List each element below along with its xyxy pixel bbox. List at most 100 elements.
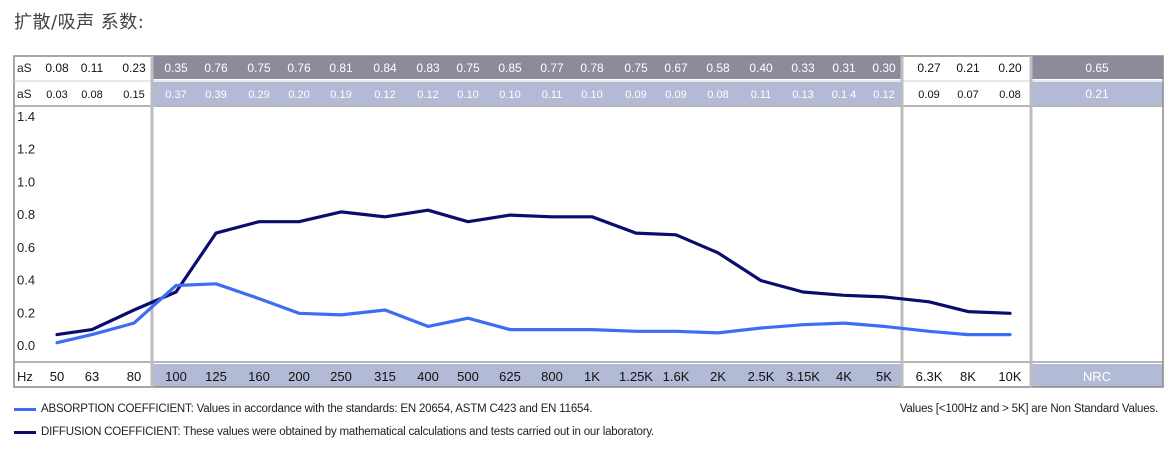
- row-label-1: aS: [17, 61, 32, 75]
- legend-diffusion: DIFFUSION COEFFICIENT: These values were…: [14, 426, 654, 438]
- x-tick-label-13: 800: [541, 369, 563, 384]
- x-tick-label-21: 5K: [876, 369, 892, 384]
- table-cell-r2-c20: 0.1 4: [832, 89, 856, 101]
- y-tick-label: 1.0: [17, 174, 35, 189]
- nrc-band-2: [1031, 82, 1163, 105]
- row-label-2: aS: [17, 87, 32, 101]
- legend-absorption: ABSORPTION COEFFICIENT: Values in accord…: [14, 403, 593, 415]
- table-cell-r1-c1: 0.08: [45, 61, 69, 75]
- table-cell-r1-c12: 0.85: [498, 61, 522, 75]
- table-cell-r1-c18: 0.40: [749, 61, 773, 75]
- legend-diffusion-text: DIFFUSION COEFFICIENT: These values were…: [41, 426, 655, 438]
- x-tick-label-4: 100: [165, 369, 187, 384]
- x-tick-label-23: 8K: [960, 369, 976, 384]
- absorption-line-swatch: [14, 407, 36, 411]
- y-tick-label: 0.8: [17, 207, 35, 222]
- y-tick-label: 1.4: [17, 109, 35, 124]
- x-axis-label: Hz: [17, 369, 33, 384]
- x-tick-label-3: 80: [127, 369, 141, 384]
- table-cell-r1-c8: 0.81: [329, 61, 353, 75]
- table-cell-r2-c8: 0.19: [330, 89, 351, 101]
- table-cell-r2-c14: 0.10: [581, 89, 602, 101]
- table-cell-r1-c3: 0.23: [122, 61, 146, 75]
- row2-standard-band: [152, 82, 902, 105]
- table-cell-r1-c23: 0.21: [956, 61, 980, 75]
- x-tick-label-24: 10K: [998, 369, 1021, 384]
- table-cell-r2-c1: 0.03: [46, 89, 67, 101]
- page-title: 扩散/吸声 系数:: [14, 12, 145, 33]
- table-cell-r1-c2: 0.11: [81, 61, 104, 75]
- x-tick-label-5: 125: [205, 369, 227, 384]
- table-cell-r1-c15: 0.75: [624, 61, 648, 75]
- x-tick-label-18: 2.5K: [748, 369, 775, 384]
- table-cell-r2-c10: 0.12: [417, 89, 438, 101]
- non-standard-note: Values [<100Hz and > 5K] are Non Standar…: [899, 403, 1158, 415]
- x-tick-label-8: 250: [330, 369, 352, 384]
- table-cell-r1-c9: 0.84: [373, 61, 397, 75]
- table-cell-r2-c9: 0.12: [374, 89, 395, 101]
- table-cell-r2-c6: 0.29: [248, 89, 269, 101]
- table-cell-r1-c19: 0.33: [791, 61, 815, 75]
- table-cell-r2-c3: 0.15: [123, 89, 144, 101]
- table-cell-r1-c4: 0.35: [164, 61, 188, 75]
- table-cell-r2-c13: 0.11: [542, 89, 563, 101]
- table-cell-r1-c11: 0.75: [456, 61, 480, 75]
- table-cell-r1-c14: 0.78: [580, 61, 604, 75]
- nrc-band-1: [1031, 56, 1163, 79]
- table-cell-r1-c10: 0.83: [416, 61, 440, 75]
- x-tick-label-2: 63: [85, 369, 99, 384]
- diffusion-line-swatch: [14, 430, 36, 434]
- x-tick-label-14: 1K: [584, 369, 600, 384]
- nrc-value-1: 0.65: [1085, 61, 1109, 75]
- table-cell-r2-c5: 0.39: [205, 89, 226, 101]
- x-tick-label-17: 2K: [710, 369, 726, 384]
- x-tick-label-9: 315: [374, 369, 396, 384]
- table-cell-r1-c16: 0.67: [664, 61, 688, 75]
- table-cell-r1-c22: 0.27: [917, 61, 941, 75]
- row1-standard-band: [152, 56, 902, 79]
- table-cell-r2-c17: 0.08: [707, 89, 728, 101]
- table-cell-r2-c12: 0.10: [499, 89, 520, 101]
- table-cell-r2-c11: 0.10: [457, 89, 478, 101]
- table-cell-r1-c5: 0.76: [204, 61, 228, 75]
- table-cell-r2-c24: 0.08: [999, 89, 1020, 101]
- x-tick-label-22: 6.3K: [916, 369, 943, 384]
- table-cell-r2-c2: 0.08: [81, 89, 102, 101]
- y-tick-label: 0.4: [17, 273, 35, 288]
- x-tick-label-20: 4K: [836, 369, 852, 384]
- table-cell-r2-c19: 0.13: [792, 89, 813, 101]
- nrc-band-hz: [1031, 364, 1163, 387]
- nrc-label: NRC: [1083, 369, 1111, 384]
- table-cell-r1-c6: 0.75: [247, 61, 271, 75]
- y-tick-label: 0.6: [17, 240, 35, 255]
- y-tick-label: 0.0: [17, 338, 35, 353]
- nrc-value-2: 0.21: [1085, 87, 1109, 101]
- table-cell-r2-c7: 0.20: [288, 89, 309, 101]
- table-cell-r1-c17: 0.58: [706, 61, 730, 75]
- table-cell-r2-c16: 0.09: [665, 89, 686, 101]
- table-cell-r2-c21: 0.12: [873, 89, 894, 101]
- chart-frame: [13, 55, 1164, 388]
- x-tick-label-16: 1.6K: [663, 369, 690, 384]
- table-cell-r1-c24: 0.20: [998, 61, 1022, 75]
- x-tick-label-19: 3.15K: [786, 369, 820, 384]
- table-cell-r1-c7: 0.76: [287, 61, 311, 75]
- legend-absorption-text: ABSORPTION COEFFICIENT: Values in accord…: [41, 403, 593, 415]
- x-tick-label-1: 50: [50, 369, 64, 384]
- table-cell-r2-c4: 0.37: [165, 89, 186, 101]
- table-cell-r1-c13: 0.77: [540, 61, 564, 75]
- x-tick-label-11: 500: [457, 369, 479, 384]
- table-cell-r2-c15: 0.09: [625, 89, 646, 101]
- x-tick-label-7: 200: [288, 369, 310, 384]
- table-cell-r1-c21: 0.30: [872, 61, 896, 75]
- table-cell-r2-c22: 0.09: [918, 89, 939, 101]
- x-tick-label-12: 625: [499, 369, 521, 384]
- y-tick-label: 1.2: [17, 142, 35, 157]
- x-tick-label-15: 1.25K: [619, 369, 653, 384]
- absorption-series-line: [55, 282, 1012, 345]
- x-tick-label-6: 160: [248, 369, 270, 384]
- x-tick-label-10: 400: [417, 369, 439, 384]
- diffusion-series-line: [55, 208, 1012, 337]
- table-cell-r2-c23: 0.07: [957, 89, 978, 101]
